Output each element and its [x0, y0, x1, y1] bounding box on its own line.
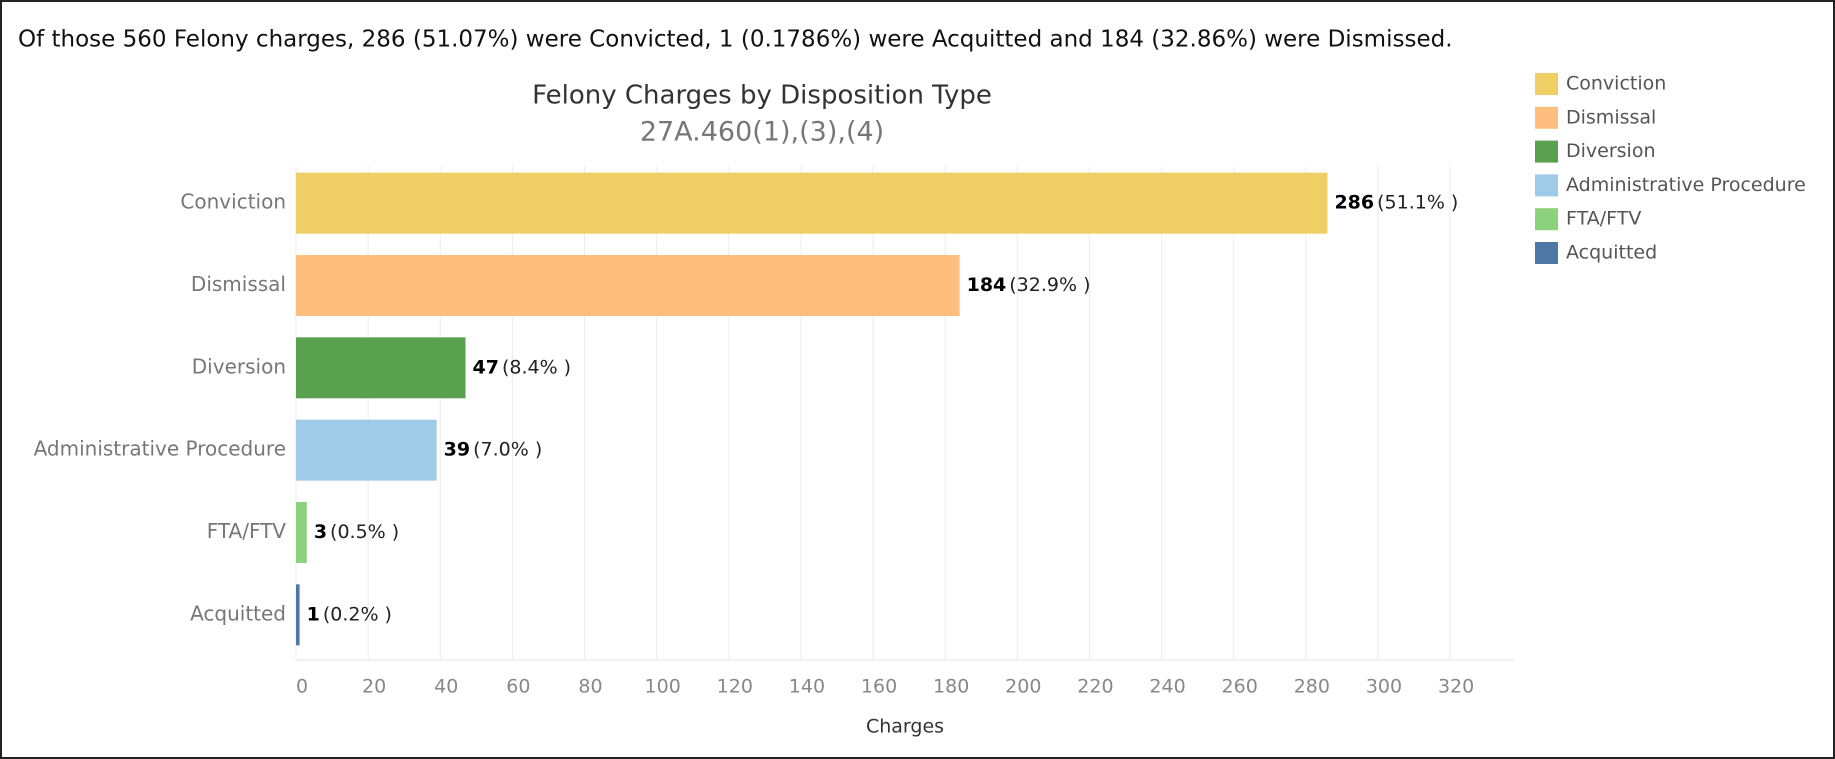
legend-label: Administrative Procedure [1566, 174, 1806, 196]
y-tick-label: FTA/FTV [207, 519, 287, 543]
x-tick-label: 260 [1222, 676, 1258, 698]
y-tick-label: Conviction [180, 190, 286, 214]
bar [296, 584, 300, 646]
legend-swatch [1535, 73, 1558, 95]
bar [296, 172, 1328, 234]
x-tick-label: 320 [1438, 676, 1474, 698]
percent-label: (7.0% ) [473, 439, 542, 461]
percent-label: (51.1% ) [1377, 192, 1458, 214]
x-tick-label: 0 [296, 676, 308, 698]
percent-label: (0.2% ) [323, 603, 392, 625]
bar [296, 419, 437, 481]
bar [296, 337, 466, 399]
percent-label: (32.9% ) [1009, 274, 1090, 296]
x-tick-label: 160 [861, 676, 897, 698]
y-tick-label: Acquitted [190, 601, 286, 625]
y-tick-label: Administrative Procedure [34, 437, 286, 461]
x-tick-label: 240 [1149, 676, 1185, 698]
value-label: 3 [314, 521, 327, 543]
x-axis-label: Charges [866, 716, 944, 738]
x-tick-label: 140 [789, 676, 825, 698]
value-label: 47 [473, 356, 499, 378]
chart-title: Felony Charges by Disposition Type [532, 81, 992, 111]
bar [296, 255, 960, 316]
value-label: 286 [1334, 192, 1374, 214]
legend-label: Diversion [1566, 140, 1656, 162]
legend-label: Acquitted [1566, 242, 1657, 264]
x-tick-label: 180 [933, 676, 969, 698]
x-tick-label: 220 [1077, 676, 1113, 698]
x-tick-label: 100 [645, 676, 681, 698]
percent-label: (8.4% ) [502, 356, 571, 378]
x-tick-label: 200 [1005, 676, 1041, 698]
legend-swatch [1535, 174, 1558, 197]
legend-swatch [1535, 208, 1558, 231]
legend-swatch [1535, 140, 1558, 163]
percent-label: (0.5% ) [330, 521, 399, 543]
y-tick-label: Diversion [192, 354, 286, 378]
x-tick-label: 60 [506, 676, 530, 698]
legend-label: Conviction [1566, 73, 1666, 95]
x-tick-label: 40 [434, 676, 458, 698]
value-label: 1 [307, 603, 320, 625]
legend-swatch [1535, 106, 1558, 129]
legend-swatch [1535, 242, 1558, 264]
header-text: Of those 560 Felony charges, 286 (51.07%… [18, 27, 1453, 53]
x-tick-label: 20 [362, 676, 386, 698]
x-tick-label: 80 [578, 676, 602, 698]
x-tick-label: 300 [1366, 676, 1402, 698]
legend-label: Dismissal [1566, 106, 1656, 128]
chart-subtitle: 27A.460(1),(3),(4) [640, 117, 884, 148]
x-tick-label: 120 [717, 676, 753, 698]
bar [296, 502, 307, 563]
x-tick-label: 280 [1294, 676, 1330, 698]
legend-label: FTA/FTV [1566, 208, 1641, 230]
value-label: 184 [967, 274, 1007, 296]
y-tick-label: Dismissal [191, 272, 286, 296]
value-label: 39 [444, 439, 470, 461]
